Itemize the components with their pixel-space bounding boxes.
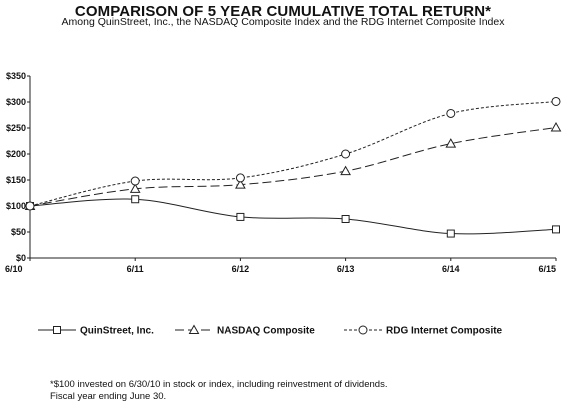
y-tick-label: $350	[6, 71, 26, 81]
x-tick-label: 6/13	[337, 264, 355, 274]
data-point-circle	[130, 176, 140, 186]
chart-series	[24, 96, 562, 238]
x-tick-label: 6/14	[442, 264, 460, 274]
series-line	[29, 126, 557, 207]
y-tick-label: $250	[6, 123, 26, 133]
footnote-line-1: *$100 invested on 6/30/10 in stock or in…	[50, 379, 388, 390]
chart-subtitle: Among QuinStreet, Inc., the NASDAQ Compo…	[61, 16, 505, 28]
series-line	[29, 100, 557, 207]
legend-item: RDG Internet Composite	[344, 325, 503, 337]
data-point-circle	[235, 173, 245, 183]
legend-item: QuinStreet, Inc.	[38, 326, 154, 337]
y-tick-label: $100	[6, 201, 26, 211]
chart-title: COMPARISON OF 5 YEAR CUMULATIVE TOTAL RE…	[74, 3, 492, 20]
data-point-triangle	[340, 165, 351, 176]
x-tick-label: 6/15	[538, 264, 556, 274]
data-point-circle	[446, 108, 456, 118]
data-point-square	[552, 225, 560, 234]
legend-label: RDG Internet Composite	[386, 326, 503, 337]
series-line	[29, 198, 557, 235]
legend-marker-circle	[358, 325, 368, 335]
data-point-square	[236, 212, 245, 221]
series-circle	[25, 96, 561, 211]
data-point-triangle	[445, 138, 457, 148]
chart-legend: QuinStreet, Inc. NASDAQ Composite RDG Inte…	[38, 324, 503, 337]
y-tick-label: $50	[11, 227, 26, 237]
legend-marker-triangle	[188, 324, 200, 334]
series-triangle	[24, 121, 562, 210]
data-point-triangle	[129, 183, 141, 193]
data-point-circle	[551, 96, 561, 106]
chart-footnote: *$100 invested on 6/30/10 in stock or in…	[50, 379, 387, 402]
y-tick-label: $150	[6, 175, 26, 185]
data-point-square	[341, 215, 350, 223]
legend-label: QuinStreet, Inc.	[80, 326, 154, 337]
data-point-square	[446, 229, 455, 238]
legend-marker-square	[53, 326, 61, 334]
y-tick-label: $300	[6, 97, 26, 107]
data-point-circle	[341, 149, 351, 159]
legend-item: NASDAQ Composite	[175, 324, 315, 337]
x-tick-label: 6/11	[127, 264, 144, 274]
data-point-square	[131, 195, 140, 204]
data-point-circle	[25, 201, 35, 211]
data-point-triangle	[235, 179, 246, 189]
data-point-triangle	[550, 121, 562, 132]
x-tick-label: 6/12	[232, 264, 250, 274]
chart-axes: $0 $50 $100 $150 $200 $250 $300 $350 6/10 6/11 6/1…	[5, 71, 557, 274]
x-tick-label: 6/10	[5, 264, 23, 274]
series-square	[26, 195, 560, 238]
legend-label: NASDAQ Composite	[217, 326, 315, 337]
y-tick-label: $200	[6, 149, 26, 159]
footnote-line-2: Fiscal year ending June 30.	[50, 390, 167, 402]
y-tick-label: $0	[16, 253, 26, 263]
